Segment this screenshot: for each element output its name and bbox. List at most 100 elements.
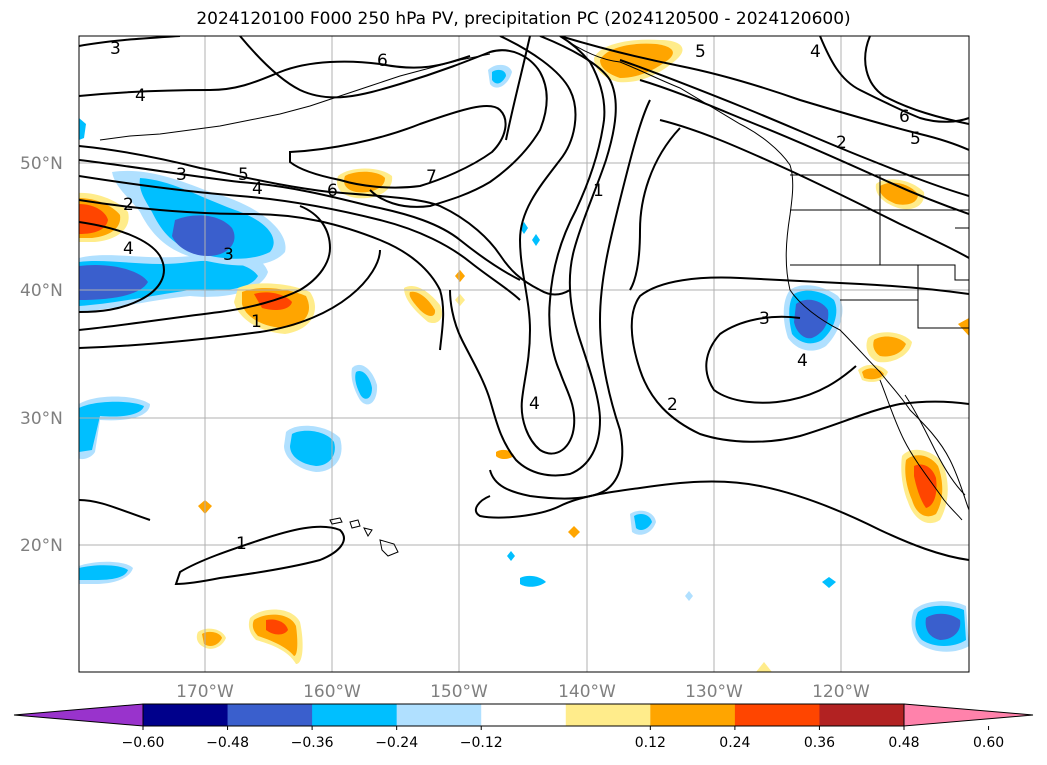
precip-pos-mid (879, 182, 918, 205)
precip-neg-dark (79, 264, 148, 300)
svg-text:1: 1 (236, 534, 247, 554)
colorbar-segment (143, 704, 229, 726)
svg-text:7: 7 (426, 167, 437, 187)
svg-text:3: 3 (176, 165, 187, 185)
precip-neg-dark (925, 613, 961, 640)
precip-neg-mid (79, 401, 144, 452)
precip-neg-mid (822, 577, 836, 588)
precip-pos-mid (252, 614, 298, 656)
colorbar-tick-label: 0.24 (719, 735, 750, 751)
colorbar-tick-label: −0.12 (460, 735, 503, 751)
precip-pos-dark (914, 464, 937, 508)
precip-neg-light (685, 591, 693, 601)
precip-neg-dark (794, 299, 829, 339)
svg-text:5: 5 (695, 42, 706, 62)
colorbar-segment (396, 704, 482, 726)
precip-neg-mid (520, 575, 546, 587)
colorbar-extend-right (903, 703, 1034, 727)
lon-label: 150°W (430, 682, 488, 702)
colorbar-tick-label: 0.12 (635, 735, 666, 751)
precip-neg-mid (492, 69, 506, 84)
colorbar-tick-label: −0.24 (375, 735, 418, 751)
colorbar-tick-label: 0.36 (804, 735, 835, 751)
colorbar: −0.60 −0.48 −0.36 −0.24 −0.12 0.12 0.24 0.36 0.4… (13, 703, 1034, 751)
precip-pos-mid (958, 318, 969, 336)
precip-neg-mid (79, 118, 86, 140)
gridlines (79, 36, 969, 672)
svg-text:4: 4 (797, 351, 808, 371)
precip-pos-mid (202, 631, 222, 646)
latitude-labels: 50°N 40°N 30°N 20°N (20, 154, 63, 556)
svg-text:3: 3 (110, 39, 121, 59)
precip-neg-mid (634, 514, 652, 530)
figure-title: 2024120100 F000 250 hPa PV, precipitatio… (196, 9, 851, 29)
lat-label: 30°N (20, 409, 63, 429)
map-frame (78, 35, 970, 673)
svg-text:6: 6 (377, 51, 388, 71)
colorbar-tick-label: 0.48 (888, 735, 919, 751)
colorbar-segment (819, 704, 905, 726)
lat-label: 20°N (20, 536, 63, 556)
precip-pos-mid (873, 336, 906, 357)
svg-text:3: 3 (223, 245, 234, 265)
precip-neg-dark (172, 215, 235, 256)
colorbar-segment (565, 704, 651, 726)
svg-text:2: 2 (667, 395, 678, 415)
precip-neg-mid (290, 430, 335, 466)
colorbar-tick-label: −0.60 (122, 735, 165, 751)
precip-pos-light (455, 294, 465, 306)
colorbar-segment (312, 704, 398, 726)
svg-text:1: 1 (251, 312, 262, 332)
svg-text:4: 4 (810, 42, 821, 62)
lat-label: 40°N (20, 281, 63, 301)
longitude-labels: 170°W 160°W 150°W 140°W 130°W 120°W (176, 682, 870, 702)
lon-label: 160°W (303, 682, 361, 702)
precip-pos-light (756, 662, 772, 672)
svg-text:4: 4 (123, 239, 134, 259)
svg-text:5: 5 (238, 165, 249, 185)
precip-pos-mid (455, 270, 465, 282)
colorbar-segment (481, 704, 567, 726)
state-border (917, 265, 969, 329)
svg-text:6: 6 (327, 181, 338, 201)
lon-label: 120°W (812, 682, 870, 702)
colorbar-segment (227, 704, 313, 726)
precip-neg-mid (355, 370, 372, 399)
colorbar-segment (734, 704, 820, 726)
precip-neg-mid (507, 551, 515, 561)
precip-pos-dark (266, 619, 288, 635)
colorbar-extend-left (13, 703, 144, 727)
colorbar-tick-label: −0.48 (206, 735, 249, 751)
svg-text:3: 3 (759, 309, 770, 329)
precip-pos-mid (409, 291, 436, 316)
coastlines (99, 36, 969, 557)
svg-text:4: 4 (252, 179, 263, 199)
lat-label: 50°N (20, 154, 63, 174)
svg-text:2: 2 (836, 133, 847, 153)
svg-text:4: 4 (529, 394, 540, 414)
baja-coast (879, 379, 963, 521)
precip-neg-mid (79, 565, 128, 580)
lon-label: 130°W (685, 682, 743, 702)
hawaii (329, 517, 399, 557)
aleutian-chain (99, 53, 491, 141)
colorbar-tick-label: 0.60 (973, 735, 1004, 751)
svg-text:2: 2 (123, 195, 134, 215)
pv-contours (79, 36, 969, 586)
precip-neg-mid (532, 234, 540, 246)
colorbar-segment (650, 704, 736, 726)
contour-labels: 3 4 6 5 4 7 6 3 5 4 2 4 3 1 1 2 3 4 4 1 … (110, 39, 921, 554)
lon-label: 170°W (176, 682, 234, 702)
precip-pos-mid (568, 526, 580, 538)
svg-text:6: 6 (899, 107, 910, 127)
svg-text:1: 1 (593, 181, 604, 201)
state-border (790, 264, 969, 281)
baja-inner (904, 394, 966, 496)
precip-shading (79, 39, 969, 672)
alaska-coast (559, 36, 969, 511)
lon-label: 140°W (558, 682, 616, 702)
svg-text:5: 5 (910, 129, 921, 149)
colorbar-tick-label: −0.36 (291, 735, 334, 751)
svg-text:4: 4 (135, 86, 146, 106)
